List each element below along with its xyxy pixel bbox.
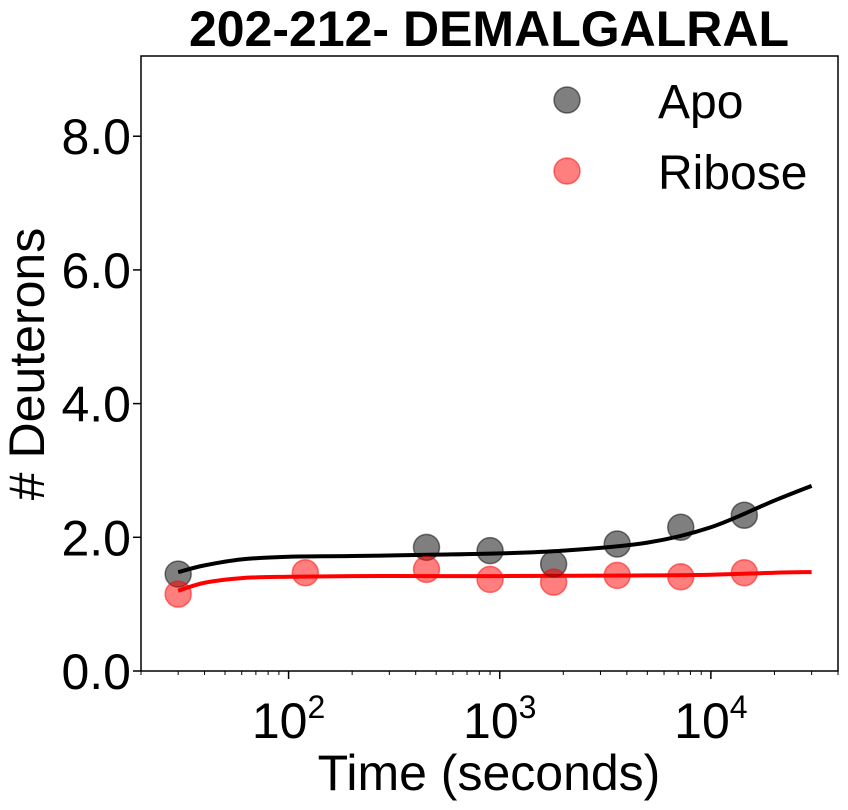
chart-title: 202-212- DEMALGALRAL — [189, 1, 789, 57]
y-tick-label: 6.0 — [61, 243, 131, 299]
x-tick-label: 102 — [252, 689, 325, 749]
x-tick-label: 104 — [674, 689, 747, 749]
x-axis-ticks: 102 103 104 — [140, 671, 839, 749]
legend-marker-apo — [553, 86, 581, 114]
point-ribose — [603, 561, 631, 590]
point-apo — [476, 536, 504, 565]
x-tick-label: 103 — [463, 689, 536, 749]
fit-line-ribose — [177, 570, 812, 593]
point-ribose — [667, 562, 695, 591]
y-axis-ticks: 0.0 2.0 4.0 6.0 8.0 — [61, 109, 141, 700]
y-tick-label: 4.0 — [61, 377, 131, 433]
y-tick-label: 2.0 — [61, 510, 131, 566]
x-axis-label: Time (seconds) — [318, 745, 661, 801]
point-ribose — [291, 558, 320, 587]
legend-label-apo: Apo — [658, 76, 743, 129]
legend-marker-ribose — [553, 157, 581, 185]
point-ribose — [476, 565, 504, 594]
y-tick-label: 0.0 — [61, 644, 131, 700]
point-ribose — [730, 558, 759, 587]
point-apo — [730, 501, 759, 529]
legend: Apo Ribose — [553, 76, 807, 200]
y-tick-label: 8.0 — [61, 109, 131, 165]
data-points — [164, 501, 759, 608]
point-ribose — [539, 568, 568, 596]
point-apo — [667, 513, 695, 542]
y-axis-label: # Deuterons — [0, 228, 55, 500]
plot-area — [140, 55, 839, 672]
point-apo — [603, 530, 631, 558]
point-ribose — [412, 555, 441, 584]
legend-label-ribose: Ribose — [658, 147, 807, 200]
point-ribose — [164, 580, 192, 608]
